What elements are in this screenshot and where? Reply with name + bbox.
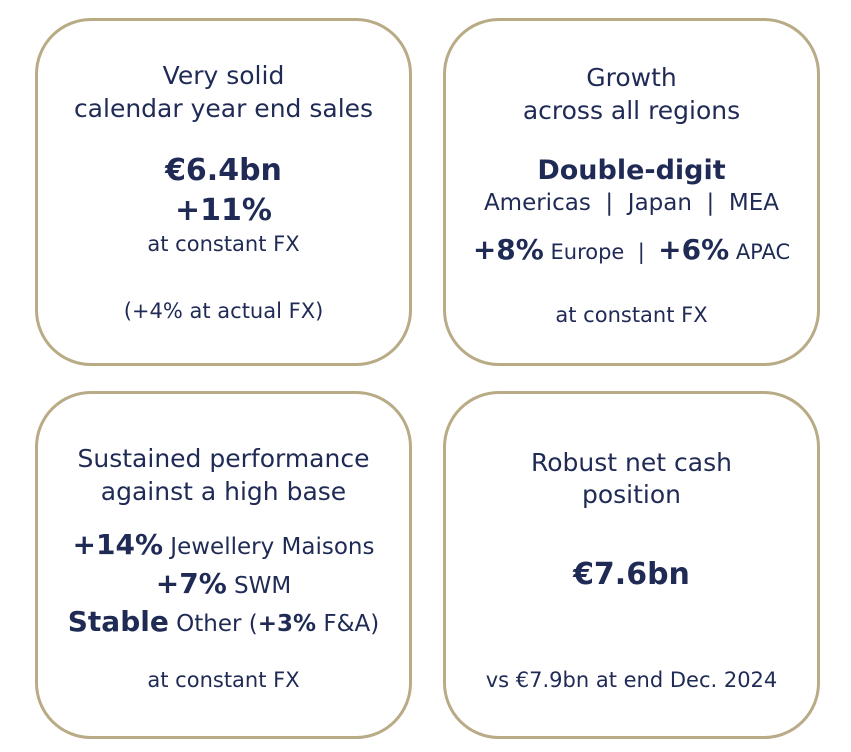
card-title-line2: across all regions bbox=[522, 96, 741, 125]
net-cash-card: Robust net cash position €7.6bn vs €7.9b… bbox=[443, 391, 820, 739]
sales-value: €6.4bn bbox=[165, 153, 282, 188]
net-cash-value: €7.6bn bbox=[573, 557, 690, 592]
card-title-line1: Growth bbox=[586, 63, 677, 92]
swm-growth: +7% bbox=[155, 567, 227, 600]
other-label: Other ( bbox=[168, 611, 258, 637]
constant-fx-note: at constant FX bbox=[555, 303, 708, 327]
regions-card: Growth across all regions Double-digit A… bbox=[443, 18, 820, 366]
swm-label: SWM bbox=[226, 573, 292, 599]
fa-growth: +3% bbox=[257, 611, 317, 637]
fa-label: F&A) bbox=[316, 611, 380, 637]
swm-line: +7% SWM bbox=[38, 567, 409, 603]
performance-card: Sustained performance against a high bas… bbox=[35, 391, 412, 739]
card-title-line1: Very solid bbox=[162, 61, 285, 90]
europe-growth: +8% bbox=[472, 233, 544, 266]
card-title-line1: Robust net cash bbox=[531, 448, 732, 477]
jewellery-growth: +14% bbox=[72, 528, 163, 561]
double-digit-headline: Double-digit bbox=[537, 155, 726, 186]
sales-card: Very solid calendar year end sales €6.4b… bbox=[35, 18, 412, 366]
jewellery-line: +14% Jewellery Maisons bbox=[38, 528, 409, 564]
card-title-line2: calendar year end sales bbox=[73, 94, 374, 123]
double-digit-regions: Americas | Japan | MEA bbox=[483, 190, 780, 216]
apac-label: APAC bbox=[729, 240, 791, 264]
other-line: Stable Other (+3% F&A) bbox=[38, 605, 409, 641]
other-stable: Stable bbox=[67, 605, 169, 638]
constant-fx-note: at constant FX bbox=[147, 232, 300, 256]
jewellery-label: Jewellery Maisons bbox=[163, 534, 375, 560]
card-title-line1: Sustained performance bbox=[77, 444, 370, 473]
prior-net-cash-note: vs €7.9bn at end Dec. 2024 bbox=[485, 668, 778, 692]
europe-apac-line: +8% Europe | +6% APAC bbox=[446, 236, 817, 266]
actual-fx-footnote: (+4% at actual FX) bbox=[123, 299, 324, 323]
card-title-line2: position bbox=[581, 480, 682, 509]
constant-fx-note: at constant FX bbox=[147, 668, 300, 692]
apac-growth: +6% bbox=[658, 233, 730, 266]
card-title-line2: against a high base bbox=[100, 477, 347, 506]
europe-label: Europe | bbox=[543, 240, 659, 264]
sales-growth: +11% bbox=[175, 193, 272, 228]
